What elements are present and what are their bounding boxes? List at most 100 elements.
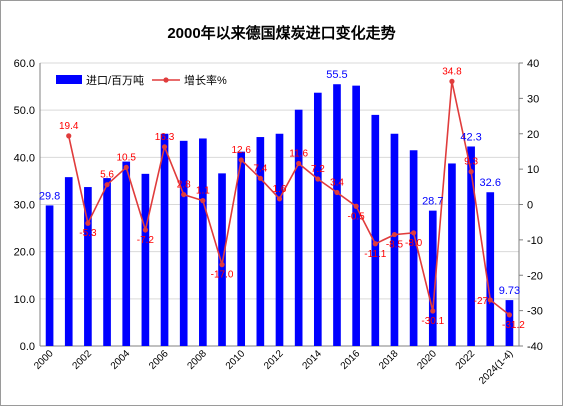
x-tick-label: 2006 [147,348,171,372]
growth-point [276,196,283,202]
chart-title: 2000年以来德国煤炭进口变化走势 [167,25,396,42]
x-tick-label: 2004 [109,348,133,372]
y-left-tick-label: 30.0 [14,200,35,212]
bar [467,146,475,346]
bar-data-label: 9.73 [499,285,520,297]
y-right-tick-label: 0 [527,200,533,212]
y-left-tick-label: 10.0 [14,294,35,306]
line-data-label: 9.3 [464,157,478,168]
bar [294,109,303,346]
line-data-label: 7.2 [311,164,325,175]
growth-line [67,81,510,316]
legend-line-label: 增长率% [184,73,227,87]
growth-point [123,164,129,170]
y-left-tick-label: 0.0 [20,341,35,353]
line-data-label: 12.6 [231,145,251,156]
y-right-tick-label: -30 [527,306,543,318]
line-data-label: -11.1 [364,249,386,260]
bar-data-label: 32.6 [480,177,501,189]
bar-data-label: 42.3 [460,131,481,143]
y-right-tick-label: -10 [527,235,543,247]
x-tick-label: 2024(1-4) [477,348,515,386]
bar [428,210,437,346]
line-data-label: 2.8 [177,180,191,191]
bar [160,133,169,346]
growth-point [506,312,513,318]
bar-data-label: 55.5 [326,69,347,81]
growth-point [238,157,244,163]
bar [371,114,380,346]
x-tick-label: 2010 [224,348,248,372]
growth-point [468,169,474,175]
line-data-label: 16.3 [155,132,175,143]
bar [45,205,54,346]
x-tick-label: 2012 [262,348,286,372]
line-data-label: 19.4 [59,121,79,132]
bar-data-label: 29.8 [39,190,60,202]
bar [237,151,246,346]
legend-bar-swatch [56,75,82,84]
growth-point [85,220,91,226]
bar-data-label: 28.7 [422,196,443,208]
bar [275,133,284,346]
y-right-tick-label: -20 [527,270,543,282]
line-data-label: 34.8 [442,66,462,77]
growth-point [219,262,225,268]
bar [199,138,207,346]
y-right-tick-label: -40 [527,341,543,353]
y-left-tick-label: 20.0 [14,247,35,259]
bar [84,187,92,346]
growth-point [449,78,455,84]
x-tick-label: 2020 [415,348,439,372]
growth-point [411,230,417,236]
growth-point [353,203,359,209]
y-right-tick-label: 30 [527,93,539,105]
x-tick-label: 2008 [185,348,209,372]
line-data-label: 10.5 [116,152,136,163]
line-data-label: 5.6 [100,170,114,181]
bar [218,173,226,346]
x-tick-label: 2022 [454,348,478,372]
bar [448,163,456,346]
bar [256,137,265,346]
y-right-tick-label: 10 [527,164,539,176]
y-right-tick-label: 40 [527,58,539,70]
growth-point [296,160,302,167]
y-left-tick-label: 50.0 [14,105,35,117]
x-tick-label: 2002 [71,348,95,372]
bar [409,150,418,346]
line-data-label: 1.1 [196,186,210,197]
bar [486,192,495,346]
bar [390,133,399,346]
line-data-label: -5.3 [79,228,97,239]
line-data-label: -8.0 [405,238,423,249]
bar [333,84,341,346]
growth-point [181,191,187,198]
growth-point [391,231,398,238]
line-data-label: 11.6 [289,148,308,159]
growth-point [104,182,110,188]
bar [64,177,73,346]
growth-point [487,297,493,303]
growth-point [200,198,206,204]
y-left-tick-label: 40.0 [14,152,35,164]
x-tick-label: 2018 [377,348,401,372]
growth-point [257,175,263,181]
x-tick-label: 2000 [32,348,56,372]
bar [141,173,150,346]
line-data-label: 7.4 [253,163,267,174]
line-data-label: -0.5 [348,211,366,222]
line-data-label: -27. [474,296,491,307]
growth-point [430,308,436,314]
growth-point [315,176,321,182]
x-tick-label: 2014 [300,348,324,372]
growth-point [142,227,148,233]
line-data-label: -30.1 [421,316,444,327]
bar [313,92,322,346]
bar [505,300,514,346]
x-tick-label: 2016 [339,348,363,372]
line-data-label: -7.2 [137,235,155,246]
legend-bar-label: 进口/百万吨 [86,74,144,87]
bar [103,178,111,346]
